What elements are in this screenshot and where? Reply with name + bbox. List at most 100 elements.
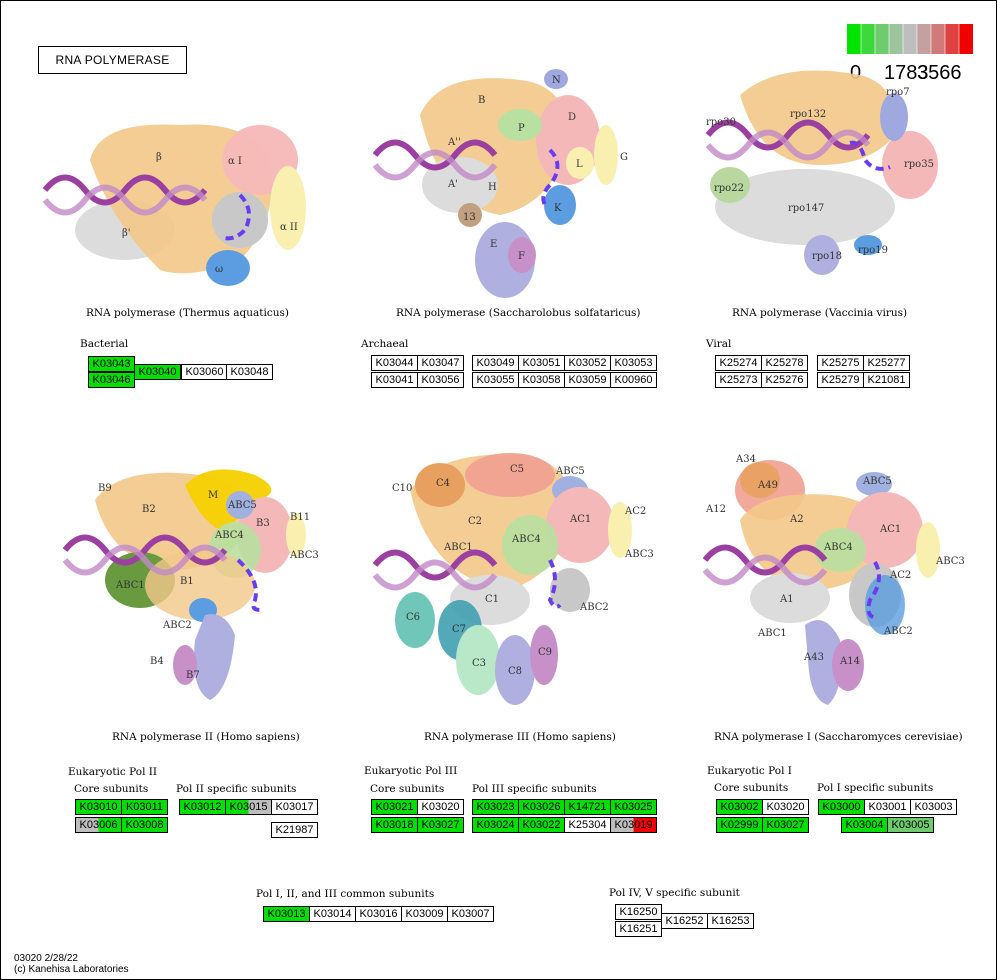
gene-box-k16250[interactable]: K16250: [615, 904, 662, 920]
gene-box-k03000[interactable]: K03000: [818, 799, 865, 815]
rna-strand: [849, 140, 891, 171]
gene-box-k03024[interactable]: K03024: [472, 817, 519, 833]
subunit-label: C8: [508, 666, 522, 677]
gene-box-k03018[interactable]: K03018: [371, 817, 418, 833]
gene-box-k03019[interactable]: K03019: [610, 817, 657, 833]
subunit-label: C4: [436, 478, 450, 489]
subunit-shape: [740, 462, 780, 498]
subunit-shape: [566, 147, 594, 179]
subunit-shape: [458, 203, 482, 227]
gene-box-k03048[interactable]: K03048: [226, 364, 273, 380]
gene-box-k14721[interactable]: K14721: [564, 799, 611, 815]
gene-box-k03020[interactable]: K03020: [762, 799, 809, 815]
gene-box-k03009[interactable]: K03009: [401, 906, 448, 922]
subunit-label: ABC2: [162, 620, 192, 631]
gene-box-k25304[interactable]: K25304: [564, 817, 611, 833]
gene-box-k03059[interactable]: K03059: [564, 372, 611, 388]
gene-box-k03021[interactable]: K03021: [371, 799, 418, 815]
gene-box-k03053[interactable]: K03053: [610, 355, 657, 371]
gene-box-k16251[interactable]: K16251: [615, 921, 662, 937]
gene-box-k03001[interactable]: K03001: [864, 799, 911, 815]
gene-box-k03006[interactable]: K03006: [75, 817, 122, 833]
gene-box-k03027[interactable]: K03027: [417, 817, 464, 833]
gene-box-k03043[interactable]: K03043: [88, 356, 135, 372]
subunit-label: A14: [839, 656, 860, 667]
subunit-label: ABC3: [624, 549, 654, 560]
subunit-shape: [804, 235, 840, 275]
pol1-specific-label: Pol I specific subunits: [817, 782, 934, 794]
gene-box-k03023[interactable]: K03023: [472, 799, 519, 815]
subunit-label: ω: [215, 264, 223, 275]
gene-box-k03055[interactable]: K03055: [472, 372, 519, 388]
subunit-label: α II: [280, 222, 298, 233]
gene-box-k03047[interactable]: K03047: [417, 355, 464, 371]
gene-box-k16252[interactable]: K16252: [661, 913, 708, 929]
gene-box-k03011[interactable]: K03011: [121, 799, 168, 815]
subunit-label: N: [552, 75, 561, 86]
gene-box-k25278[interactable]: K25278: [761, 355, 808, 371]
map-id-date: 03020 2/28/22: [14, 953, 78, 964]
gene-box-k03007[interactable]: K03007: [447, 906, 494, 922]
gene-box-k25275[interactable]: K25275: [817, 355, 864, 371]
gene-box-k03027[interactable]: K03027: [762, 817, 809, 833]
gene-box-k25279[interactable]: K25279: [817, 372, 864, 388]
gene-box-k03020[interactable]: K03020: [417, 799, 464, 815]
gene-box-k03010[interactable]: K03010: [75, 799, 122, 815]
gene-box-k03025[interactable]: K03025: [610, 799, 657, 815]
pol3-specific-label: Pol III specific subunits: [472, 783, 597, 795]
gene-box-k02999[interactable]: K02999: [716, 817, 763, 833]
pol2-structure: B9 B2 M ABC5 B3 B11 ABC4 ABC3 ABC1 B1 AB…: [62, 469, 319, 700]
gene-box-k03056[interactable]: K03056: [417, 372, 464, 388]
gene-box-k03004[interactable]: K03004: [841, 817, 888, 833]
gene-box-k03058[interactable]: K03058: [518, 372, 565, 388]
gene-box-k03014[interactable]: K03014: [309, 906, 356, 922]
subunit-shape: [856, 472, 892, 496]
gene-box-k03005[interactable]: K03005: [887, 817, 934, 833]
gene-box-k03046[interactable]: K03046: [88, 372, 135, 388]
gene-box-k03008[interactable]: K03008: [121, 817, 168, 833]
gene-box-k03022[interactable]: K03022: [518, 817, 565, 833]
subunit-label: A': [447, 179, 458, 190]
caption-vaccinia: RNA polymerase (Vaccinia virus): [732, 307, 908, 319]
gene-box-k03016[interactable]: K03016: [355, 906, 402, 922]
gene-box-k25277[interactable]: K25277: [863, 355, 910, 371]
gene-box-k25276[interactable]: K25276: [761, 372, 808, 388]
gene-box-k21987[interactable]: K21987: [271, 822, 318, 838]
legend-gradient: [847, 24, 974, 54]
gene-box-k03003[interactable]: K03003: [910, 799, 957, 815]
subunit-shape: [544, 69, 568, 89]
gene-box-k03040[interactable]: K03040: [134, 364, 181, 380]
gene-box-k00960[interactable]: K00960: [610, 372, 657, 388]
gene-box-k03017[interactable]: K03017: [271, 799, 318, 815]
legend-swatch: [917, 24, 932, 54]
subunit-label: ABC5: [862, 476, 892, 487]
gene-box-k03052[interactable]: K03052: [564, 355, 611, 371]
subunit-label: K: [554, 203, 562, 214]
gene-box-k03002[interactable]: K03002: [716, 799, 763, 815]
gene-box-k03015[interactable]: K03015: [225, 799, 272, 815]
subunit-label: 13: [463, 212, 476, 223]
legend-swatch: [875, 24, 890, 54]
subunit-label: rpo132: [790, 109, 826, 120]
gene-box-k03051[interactable]: K03051: [518, 355, 565, 371]
subunit-shape: [415, 463, 465, 507]
subunit-shape: [715, 169, 895, 245]
gene-box-k25274[interactable]: K25274: [715, 355, 762, 371]
gene-box-k03044[interactable]: K03044: [371, 355, 418, 371]
gene-box-k16253[interactable]: K16253: [707, 913, 754, 929]
legend-swatch: [889, 24, 904, 54]
gene-box-k21081[interactable]: K21081: [863, 372, 910, 388]
subunit-shape: [173, 645, 197, 685]
subunit-label: B: [478, 95, 485, 106]
gene-box-k03013[interactable]: K03013: [263, 906, 310, 922]
gene-box-k03060[interactable]: K03060: [181, 364, 228, 380]
subunit-label: C6: [406, 612, 420, 623]
subunit-label: A2: [789, 514, 804, 525]
gene-box-k03041[interactable]: K03041: [371, 372, 418, 388]
gene-box-k03026[interactable]: K03026: [518, 799, 565, 815]
caption-pol1: RNA polymerase I (Saccharomyces cerevisi…: [714, 731, 963, 743]
gene-box-k25273[interactable]: K25273: [715, 372, 762, 388]
subunit-shape: [546, 487, 614, 563]
gene-box-k03012[interactable]: K03012: [179, 799, 226, 815]
gene-box-k03049[interactable]: K03049: [472, 355, 519, 371]
